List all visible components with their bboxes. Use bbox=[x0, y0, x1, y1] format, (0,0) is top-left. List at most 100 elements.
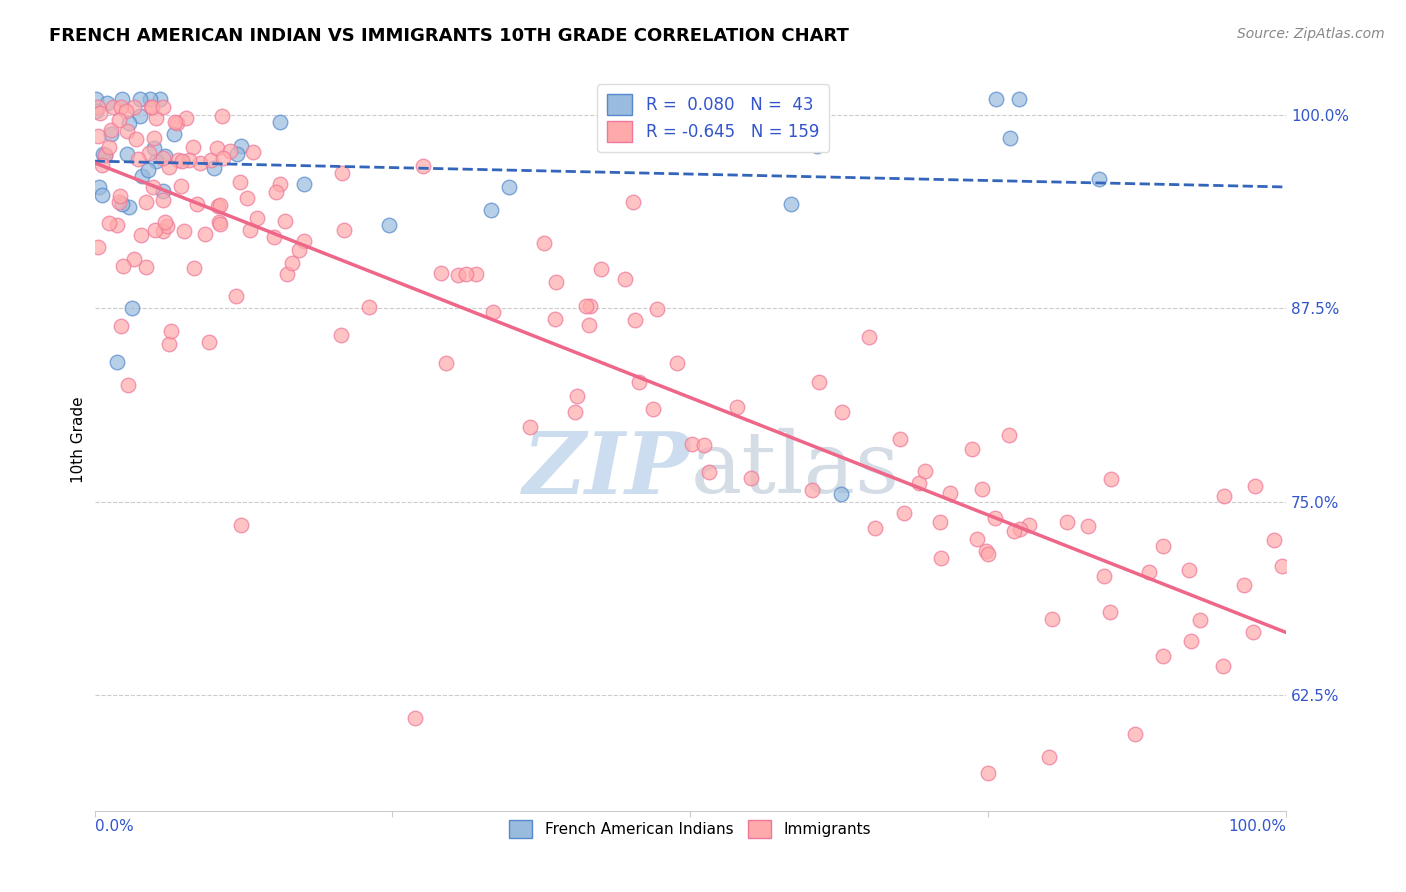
Point bbox=[858, 329, 880, 343]
Point bbox=[173, 224, 195, 238]
Point bbox=[288, 244, 311, 258]
Point bbox=[231, 518, 253, 533]
Point bbox=[98, 216, 121, 230]
Point bbox=[974, 544, 997, 558]
Point bbox=[430, 266, 453, 280]
Point bbox=[697, 465, 720, 479]
Point bbox=[115, 124, 138, 138]
Point bbox=[623, 313, 645, 327]
Point bbox=[183, 261, 205, 276]
Point bbox=[1038, 750, 1060, 764]
Point bbox=[1212, 658, 1234, 673]
Point bbox=[207, 141, 229, 155]
Point bbox=[269, 177, 291, 191]
Point bbox=[242, 145, 264, 159]
Point bbox=[152, 184, 174, 198]
Point bbox=[1099, 472, 1122, 486]
Point bbox=[1099, 605, 1122, 619]
Point bbox=[89, 105, 111, 120]
Point bbox=[181, 140, 204, 154]
Point bbox=[100, 123, 122, 137]
Text: ZIP: ZIP bbox=[523, 428, 690, 511]
Point bbox=[86, 128, 108, 143]
Point bbox=[1178, 564, 1201, 578]
Point bbox=[131, 169, 153, 183]
Point bbox=[118, 116, 141, 130]
Point bbox=[447, 268, 470, 283]
Point bbox=[208, 215, 231, 229]
Point bbox=[105, 218, 128, 232]
Point bbox=[136, 163, 159, 178]
Point bbox=[143, 222, 166, 236]
Point bbox=[412, 159, 434, 173]
Point bbox=[166, 116, 188, 130]
Point bbox=[831, 404, 853, 418]
Point bbox=[863, 521, 886, 535]
Point bbox=[591, 261, 613, 276]
Point bbox=[239, 223, 262, 237]
Point bbox=[575, 299, 598, 313]
Point bbox=[200, 153, 222, 167]
Point bbox=[806, 138, 828, 153]
Point bbox=[1077, 519, 1099, 533]
Point bbox=[174, 111, 197, 125]
Point bbox=[111, 93, 134, 107]
Point bbox=[908, 476, 931, 491]
Point bbox=[1010, 522, 1032, 536]
Point bbox=[482, 305, 505, 319]
Point bbox=[984, 93, 1007, 107]
Point bbox=[984, 510, 1007, 524]
Point bbox=[202, 161, 225, 176]
Point bbox=[219, 144, 242, 158]
Point bbox=[357, 300, 380, 314]
Point bbox=[197, 335, 219, 350]
Point bbox=[153, 215, 176, 229]
Point bbox=[139, 100, 162, 114]
Point bbox=[141, 100, 163, 114]
Point bbox=[152, 151, 174, 165]
Point bbox=[94, 148, 117, 162]
Point bbox=[142, 180, 165, 194]
Point bbox=[893, 506, 915, 520]
Point bbox=[101, 100, 124, 114]
Point bbox=[122, 100, 145, 114]
Point bbox=[159, 324, 181, 338]
Point bbox=[665, 356, 688, 370]
Point bbox=[1042, 612, 1064, 626]
Point bbox=[1152, 648, 1174, 663]
Point bbox=[693, 438, 716, 452]
Point bbox=[1088, 172, 1111, 186]
Point bbox=[274, 214, 297, 228]
Point bbox=[149, 93, 172, 107]
Point bbox=[229, 175, 252, 189]
Point bbox=[1137, 565, 1160, 579]
Point bbox=[111, 196, 134, 211]
Point bbox=[613, 272, 636, 286]
Point bbox=[330, 327, 353, 342]
Point bbox=[830, 487, 852, 501]
Point bbox=[966, 532, 988, 546]
Point bbox=[939, 486, 962, 500]
Point bbox=[780, 196, 803, 211]
Point bbox=[808, 375, 831, 389]
Point bbox=[229, 139, 252, 153]
Point bbox=[152, 224, 174, 238]
Point bbox=[124, 252, 146, 266]
Point bbox=[970, 482, 993, 496]
Point bbox=[643, 402, 665, 417]
Point bbox=[110, 100, 132, 114]
Point bbox=[645, 301, 668, 316]
Point bbox=[87, 180, 110, 194]
Point bbox=[725, 400, 748, 414]
Point bbox=[498, 180, 520, 194]
Point bbox=[1123, 727, 1146, 741]
Point bbox=[889, 432, 911, 446]
Point bbox=[112, 259, 135, 273]
Point bbox=[153, 149, 176, 163]
Point bbox=[208, 197, 231, 211]
Point bbox=[1213, 489, 1236, 503]
Point bbox=[145, 112, 167, 126]
Point bbox=[157, 161, 180, 175]
Point bbox=[976, 547, 998, 561]
Point bbox=[138, 93, 160, 107]
